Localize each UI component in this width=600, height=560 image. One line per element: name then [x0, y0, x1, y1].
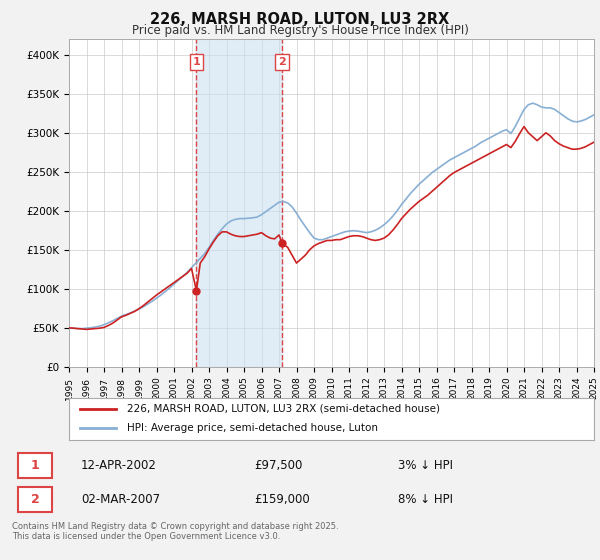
FancyBboxPatch shape — [18, 487, 52, 512]
Text: 1: 1 — [193, 57, 200, 67]
Bar — [196, 39, 282, 367]
Text: 1: 1 — [31, 459, 40, 472]
Text: Contains HM Land Registry data © Crown copyright and database right 2025.
This d: Contains HM Land Registry data © Crown c… — [12, 522, 338, 542]
Text: £97,500: £97,500 — [254, 459, 302, 472]
Text: 2: 2 — [31, 493, 40, 506]
Text: 2: 2 — [278, 57, 286, 67]
Text: 3% ↓ HPI: 3% ↓ HPI — [398, 459, 453, 472]
Text: 02-MAR-2007: 02-MAR-2007 — [81, 493, 160, 506]
Text: 226, MARSH ROAD, LUTON, LU3 2RX: 226, MARSH ROAD, LUTON, LU3 2RX — [151, 12, 449, 27]
Text: 226, MARSH ROAD, LUTON, LU3 2RX (semi-detached house): 226, MARSH ROAD, LUTON, LU3 2RX (semi-de… — [127, 404, 440, 414]
Text: 8% ↓ HPI: 8% ↓ HPI — [398, 493, 453, 506]
FancyBboxPatch shape — [18, 453, 52, 478]
Text: HPI: Average price, semi-detached house, Luton: HPI: Average price, semi-detached house,… — [127, 423, 378, 433]
Text: £159,000: £159,000 — [254, 493, 310, 506]
Text: Price paid vs. HM Land Registry's House Price Index (HPI): Price paid vs. HM Land Registry's House … — [131, 24, 469, 36]
Text: 12-APR-2002: 12-APR-2002 — [81, 459, 157, 472]
